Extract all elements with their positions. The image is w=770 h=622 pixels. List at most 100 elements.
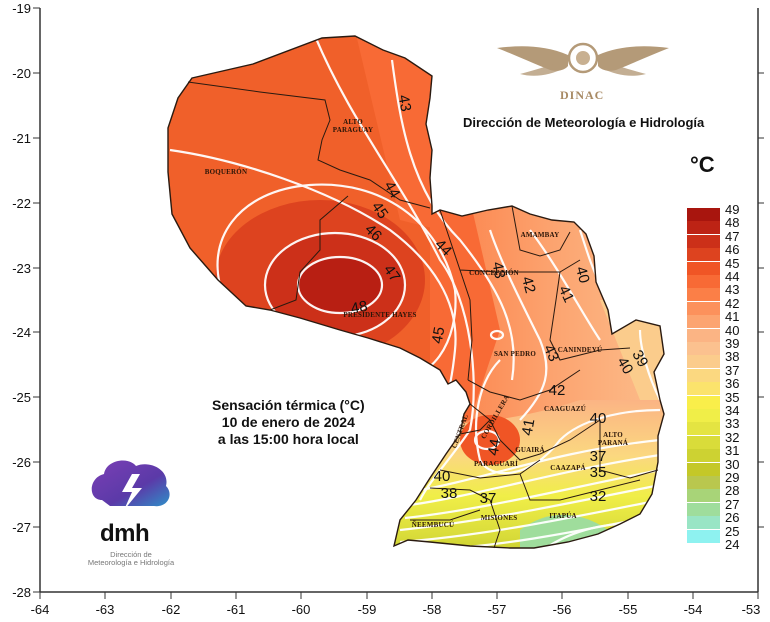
legend-label: 39	[725, 336, 740, 351]
isotherm-label: 39	[628, 347, 651, 370]
legend-swatch	[687, 422, 720, 437]
isotherm-label: 40	[572, 265, 593, 286]
y-tick: -25	[12, 390, 31, 405]
isotherm-label: 35	[590, 464, 607, 481]
x-tick: -59	[358, 602, 377, 617]
legend-swatch	[687, 449, 720, 464]
legend-label: 31	[725, 443, 740, 459]
dept-label: ALTO	[343, 118, 363, 126]
dept-label: ALTO	[603, 431, 623, 439]
y-tick: -26	[12, 455, 31, 470]
legend-label: 34	[725, 403, 740, 418]
legend-swatch	[687, 221, 720, 236]
legend-label: 37	[725, 362, 740, 378]
isotherm-label: 44	[485, 438, 505, 457]
dmh-subtitle-line: Dirección de	[110, 550, 152, 559]
x-tick: -55	[619, 602, 638, 617]
legend-label: 42	[725, 295, 740, 311]
dmh-logo-subtitle: Dirección de Meteorología e Hidrología	[76, 551, 186, 567]
isotherm-label: 45	[368, 199, 391, 222]
legend-swatch	[687, 301, 720, 316]
legend-swatch	[687, 382, 720, 397]
isotherm-label: 47	[380, 262, 403, 285]
legend-swatch	[687, 288, 720, 303]
legend-label: 44	[725, 269, 740, 284]
legend-label: 40	[725, 322, 740, 338]
x-tick: -53	[742, 602, 761, 617]
legend-swatch	[687, 529, 720, 544]
legend-swatch	[687, 462, 720, 477]
dept-label: CANINDEYÚ	[558, 346, 603, 354]
x-tick: -62	[162, 602, 181, 617]
y-tick: -22	[12, 196, 31, 211]
legend-label: 27	[725, 496, 740, 512]
dept-label: PARANÁ	[598, 439, 628, 447]
isotherm-label: 41	[519, 418, 539, 437]
legend-label: 46	[725, 242, 740, 258]
legend-label: 30	[725, 456, 740, 472]
x-tick: -58	[423, 602, 442, 617]
x-tick: -57	[488, 602, 507, 617]
dept-label: BOQUERÓN	[205, 168, 247, 176]
dept-label: PARAGUAY	[333, 126, 374, 134]
dept-label: ÑEEMBUCÚ	[412, 521, 454, 529]
legend-label: 36	[725, 376, 740, 392]
legend-swatch	[687, 489, 720, 504]
dept-label: ITAPÚA	[549, 512, 577, 520]
legend-swatch	[687, 208, 720, 222]
temperature-field	[168, 36, 664, 548]
isotherm-label: 37	[480, 490, 497, 507]
legend-swatch	[687, 368, 720, 383]
isotherm-label: 41	[555, 283, 577, 305]
x-tick: -56	[553, 602, 572, 617]
axes: -19 -20 -21 -22 -23 -24 -25 -26 -27 -28 …	[12, 1, 764, 617]
dinac-logo-text: DINAC	[560, 88, 605, 102]
dmh-subtitle-line: Meteorología e Hidrología	[87, 558, 175, 567]
legend-swatch	[687, 342, 720, 356]
legend-swatch	[687, 395, 720, 410]
legend-swatch	[687, 315, 720, 330]
legend-label: 25	[725, 523, 740, 539]
isotherm-label: 40	[590, 410, 607, 427]
legend-label: 45	[725, 255, 740, 271]
dept-label: MISIONES	[481, 514, 518, 522]
isotherm-label: 43	[540, 342, 562, 364]
dept-label: PRESIDENTE HAYES	[343, 311, 416, 319]
legend-label: 24	[725, 537, 740, 552]
legend-swatch	[687, 516, 720, 531]
country-borders	[167, 35, 665, 549]
caption-time: a las 15:00 hora local	[217, 431, 359, 447]
legend-swatch	[687, 248, 720, 263]
legend-swatch	[687, 234, 720, 249]
x-tick: -63	[96, 602, 115, 617]
y-tick: -19	[12, 1, 31, 16]
isotherm-label: 42	[549, 382, 566, 399]
legend-swatch	[687, 355, 720, 370]
dept-label: CONCEPCIÓN	[469, 269, 519, 277]
dmh-logo-icon	[91, 460, 170, 510]
organization-title: Dirección de Meteorología e Hidrología	[463, 115, 705, 130]
legend-swatch	[687, 476, 720, 490]
caption-date: 10 de enero de 2024	[221, 414, 355, 430]
legend-label: 28	[725, 483, 740, 499]
isotherm-label: 42	[518, 275, 539, 296]
legend-label: 48	[725, 215, 740, 231]
y-tick: -27	[12, 520, 31, 535]
dinac-logo	[497, 42, 669, 76]
legend-swatch	[687, 261, 720, 276]
legend-label: 43	[725, 282, 740, 298]
y-tick: -24	[12, 325, 31, 340]
isotherm-label: 38	[441, 485, 458, 502]
dmh-logo-text: dmh	[100, 520, 150, 547]
legend-label: 35	[725, 389, 740, 405]
isotherm-label: 43	[489, 261, 509, 280]
map-caption: Sensación térmica (°C) 10 de enero de 20…	[212, 397, 365, 448]
isotherm-label: 40	[613, 354, 636, 377]
legend-swatch	[687, 328, 720, 343]
dept-label: PARAGUARÍ	[474, 460, 518, 468]
legend-label: 49	[725, 202, 740, 217]
y-tick: -21	[12, 131, 31, 146]
isotherm-label: 43	[395, 94, 415, 113]
legend-label: 41	[725, 309, 740, 325]
isotherm-label: 37	[590, 448, 607, 465]
